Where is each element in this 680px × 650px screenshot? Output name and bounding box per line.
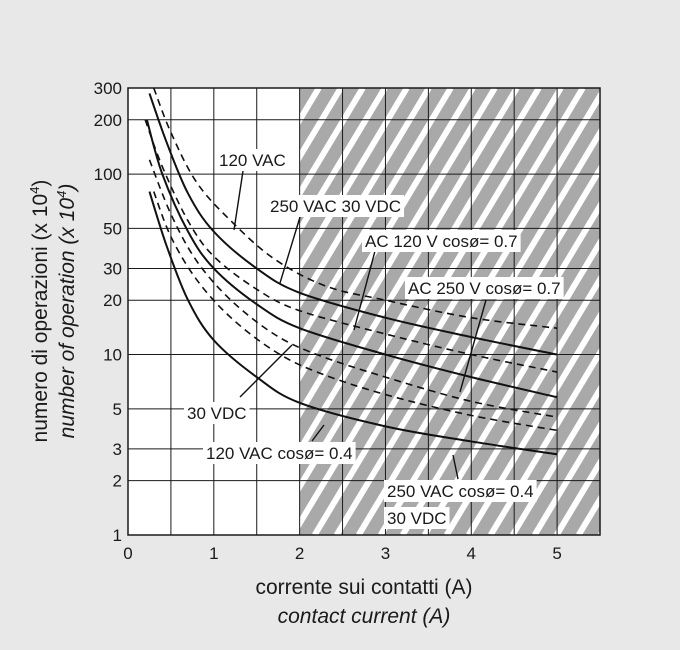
y-tick-label: 3	[113, 440, 122, 459]
leader-line-a3	[353, 250, 376, 331]
x-tick-label: 3	[381, 544, 390, 563]
hatch-stripe	[466, 310, 600, 535]
annotation-a5: 30 VDC	[187, 404, 247, 423]
plot-frame	[127, 87, 601, 536]
y-axis-label-en-suffix: )	[56, 184, 79, 194]
leader-line-a4	[459, 299, 487, 393]
leader-line-a1	[233, 170, 244, 231]
hatch-stripe	[128, 88, 388, 522]
leader-line-a2	[279, 216, 301, 284]
series-line-6	[152, 191, 558, 432]
series-line-2	[148, 93, 558, 356]
hatch-stripe	[312, 88, 586, 535]
x-axis-label-en: contact current (A)	[278, 605, 451, 628]
series-group	[144, 88, 558, 456]
y-axis-label-en-prefix: number of operation (x 10	[56, 198, 79, 439]
label-bg-a7	[384, 480, 537, 502]
leader-line-a7	[452, 454, 459, 480]
label-bg-a1	[216, 149, 289, 171]
label-bg-a3	[362, 230, 521, 252]
annotation-labels: 120 VAC 250 VAC 30 VDC AC 120 V cosø= 0.7 A…	[184, 149, 564, 529]
y-tick-labels: 1 2 3 5 10 20 30 50 100 200 300	[94, 79, 122, 545]
annotation-a1: 120 VAC	[219, 151, 286, 170]
y-axis-label-en: number of operation (x 104)	[54, 184, 79, 439]
y-tick-label: 1	[113, 526, 122, 545]
y-axis-label-suffix: )	[29, 180, 52, 187]
label-bg-a2	[267, 195, 405, 217]
annotation-a6: 120 VAC cosø= 0.4	[206, 444, 353, 463]
y-axis-label: numero di operazioni (x 104)	[27, 180, 52, 443]
label-bg-a5	[184, 402, 250, 424]
y-tick-label: 2	[113, 472, 122, 491]
annotation-a2: 250 VAC 30 VDC	[270, 197, 401, 216]
hatch-stripe	[128, 88, 190, 192]
y-tick-label: 20	[103, 291, 122, 310]
x-tick-label: 2	[295, 544, 304, 563]
x-tick-labels: 0 1 2 3 4 5	[123, 544, 562, 563]
hatch-stripe	[356, 126, 600, 535]
y-tick-label: 5	[113, 400, 122, 419]
hatch-stripe	[400, 200, 600, 535]
label-bg-a4	[405, 277, 564, 299]
x-axis-label: corrente sui contatti (A)	[255, 576, 472, 599]
x-tick-label: 4	[467, 544, 476, 563]
y-tick-label: 100	[94, 165, 122, 184]
annotation-a7: 250 VAC cosø= 0.4	[387, 482, 534, 501]
hatch-stripe	[444, 273, 600, 535]
leader-lines	[233, 170, 487, 480]
leader-line-a5	[239, 344, 293, 398]
hatch-stripe	[128, 88, 212, 229]
y-tick-label: 30	[103, 259, 122, 278]
x-tick-label: 1	[209, 544, 218, 563]
x-tick-label: 0	[123, 544, 132, 563]
hatch-stripe	[532, 420, 600, 535]
y-tick-label: 300	[94, 79, 122, 98]
leader-line-a6	[311, 424, 325, 442]
label-bg-a8	[384, 507, 450, 529]
hatch-stripe	[422, 236, 600, 535]
y-tick-label: 10	[103, 346, 122, 365]
y-tick-label: 200	[94, 111, 122, 130]
annotation-a3: AC 120 V cosø= 0.7	[365, 232, 518, 251]
hatch-stripe	[128, 88, 366, 486]
series-line-3	[144, 119, 558, 373]
series-line-7	[148, 191, 558, 456]
hatch-stripe	[136, 88, 410, 535]
hatched-region	[128, 88, 600, 535]
hatch-stripe	[334, 90, 600, 535]
hatch-stripe	[488, 346, 600, 535]
series-line-1	[152, 88, 558, 329]
hatch-stripe	[128, 88, 234, 266]
y-axis-label-exponent: 4	[27, 187, 42, 194]
hatch-stripe	[128, 88, 344, 449]
hatch-stripe	[128, 88, 256, 302]
x-tick-label: 5	[552, 544, 561, 563]
annotation-a4: AC 250 V cosø= 0.7	[408, 279, 561, 298]
y-axis-label-en-exponent: 4	[54, 191, 69, 198]
hatch-stripe	[378, 163, 600, 535]
annotation-a8: 30 VDC	[387, 509, 447, 528]
y-tick-label: 50	[103, 219, 122, 238]
label-bg-a6	[203, 442, 356, 464]
y-axis-label-prefix: numero di operazioni (x 10	[29, 194, 52, 443]
series-line-4	[145, 119, 558, 399]
